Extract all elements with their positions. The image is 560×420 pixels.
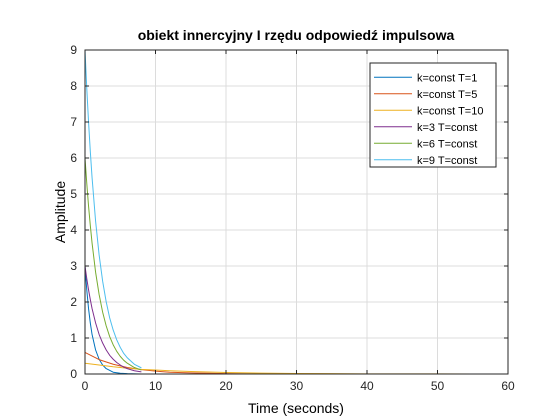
x-tick-label: 50 bbox=[431, 379, 445, 393]
y-axis-label: Amplitude bbox=[52, 181, 68, 243]
legend-label-6: k=9 T=const bbox=[417, 155, 477, 167]
y-tick-label: 4 bbox=[70, 223, 77, 237]
legend-label-1: k=const T=1 bbox=[417, 72, 477, 84]
legend: k=const T=1 k=const T=5 k=const T=10 k=3 T=… bbox=[369, 62, 497, 168]
x-axis-label: Time (seconds) bbox=[248, 400, 344, 416]
y-tick-label: 7 bbox=[70, 115, 77, 129]
series-line-5 bbox=[84, 157, 142, 371]
y-tick-label: 5 bbox=[70, 187, 77, 201]
x-tick-label: 30 bbox=[290, 379, 304, 393]
x-tick-label: 10 bbox=[149, 379, 163, 393]
y-tick-label: 2 bbox=[70, 295, 77, 309]
x-tick-label: 40 bbox=[360, 379, 374, 393]
y-tick-label: 1 bbox=[70, 331, 77, 345]
legend-box bbox=[369, 62, 497, 168]
y-tick-label: 0 bbox=[70, 367, 77, 381]
x-tick-label: 0 bbox=[82, 379, 89, 393]
legend-label-3: k=const T=10 bbox=[417, 105, 483, 117]
series-line-4 bbox=[84, 265, 142, 373]
legend-label-4: k=3 T=const bbox=[417, 122, 477, 134]
chart-title: obiekt innercyjny I rzędu odpowiedź impu… bbox=[138, 27, 455, 43]
ticks: 0 10 20 30 40 50 60 0 1 2 3 4 5 6 7 8 9 bbox=[70, 43, 515, 393]
x-tick-label: 60 bbox=[501, 379, 515, 393]
legend-label-2: k=const T=5 bbox=[417, 89, 477, 101]
x-tick-label: 20 bbox=[219, 379, 233, 393]
y-tick-label: 3 bbox=[70, 259, 77, 273]
series-line-6 bbox=[84, 49, 142, 369]
legend-label-5: k=6 T=const bbox=[417, 138, 477, 150]
y-tick-label: 8 bbox=[70, 79, 77, 93]
y-tick-label: 9 bbox=[70, 43, 77, 57]
y-tick-label: 6 bbox=[70, 151, 77, 165]
